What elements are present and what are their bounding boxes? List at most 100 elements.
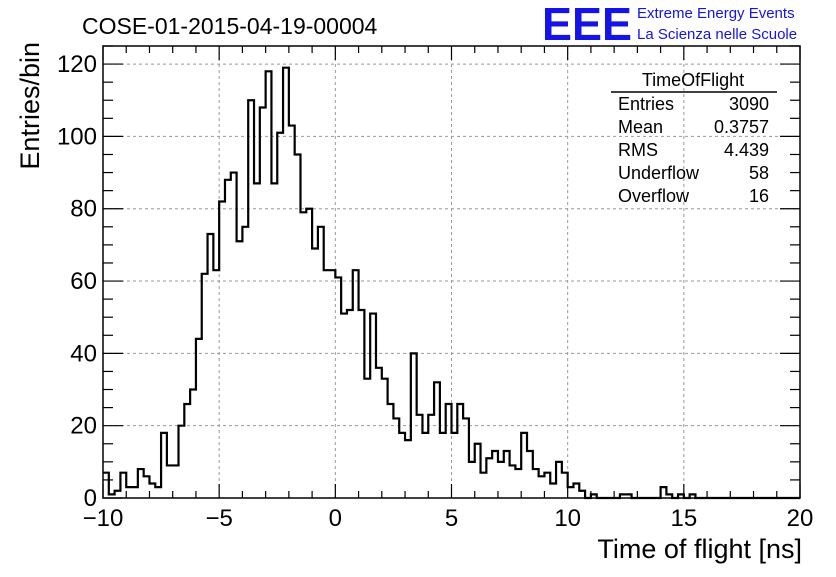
histogram-bin [103,473,109,498]
histogram-bin [364,379,370,498]
histogram-bin [440,433,446,498]
histogram-bin [556,462,562,498]
histogram-bin [237,241,243,498]
stats-box-title: TimeOfFlight [642,70,744,90]
histogram-bin [498,462,504,498]
histogram-bin [289,126,295,498]
histogram-bin [225,180,231,498]
histogram-bin [242,227,248,498]
stats-row-value: 3090 [729,94,769,114]
histogram-bin [295,154,301,498]
histogram-bin [550,484,556,498]
histogram-bin [457,404,463,498]
chart-title: COSE-01-2015-04-19-00004 [82,13,378,39]
eee-logo-line1: Extreme Energy Events [637,5,795,22]
y-tick-label: 0 [84,485,97,512]
histogram-bin [132,487,138,498]
histogram-bin [661,487,667,498]
histogram-bin [521,433,527,498]
histogram-bin [306,209,312,498]
y-tick-label: 80 [70,196,97,223]
x-axis-label: Time of flight [ns] [597,534,802,564]
histogram-bin [300,212,306,498]
histogram-bin [190,390,196,498]
histogram-bin [277,133,283,498]
histogram-bin [173,465,179,498]
stats-row-label: RMS [618,140,658,160]
histogram-bin [376,368,382,498]
histogram-bin [161,433,167,498]
histogram-bin [382,379,388,498]
stats-row-label: Overflow [618,186,690,206]
histogram-bin [405,440,411,498]
histogram-bin [213,270,219,498]
stats-box: TimeOfFlight Entries 3090 Mean 0.3757 RMS 4.4… [611,70,777,206]
x-tick-label: −10 [83,505,124,532]
histogram-bin [393,418,399,498]
histogram-bin [469,462,475,498]
y-tick-label: 100 [57,123,97,150]
histogram-bin [120,473,126,498]
histogram-bin [568,487,574,498]
histogram-bin [155,487,161,498]
histogram-bin [167,465,173,498]
histogram-bin [179,426,185,498]
histogram-bin [446,404,452,498]
histogram-bin [527,451,533,498]
histogram-bin [115,491,121,498]
histogram-bin [260,107,266,498]
histogram-bin [254,183,260,498]
x-tick-label: 15 [670,505,697,532]
histogram-bin [422,433,428,498]
histogram-bin [434,382,440,498]
histogram-bin [481,473,487,498]
histogram-bin [515,469,521,498]
eee-logo-text: EEE [542,0,632,50]
histogram-bin [208,234,214,498]
x-tick-label: −5 [205,505,232,532]
x-tick-label: 10 [554,505,581,532]
histogram-bin [149,484,155,498]
histogram-bin [510,465,516,498]
histogram-bin [353,270,359,498]
histogram-bin [324,270,330,498]
x-tick-label: 0 [329,505,342,532]
tick-labels-layer: −10 −5 0 5 10 15 20 0 20 40 60 80 100 120 [57,51,813,532]
bins-layer [103,68,695,498]
eee-logo: EEE Extreme Energy Events La Scienza nel… [542,0,797,50]
histogram-bin [544,473,550,498]
stats-row-value: 4.439 [724,140,769,160]
histogram-bin [492,451,498,498]
histogram-bin [312,248,318,498]
histogram-bin [579,491,585,498]
histogram-bin [144,476,150,498]
histogram-bin [428,415,434,498]
histogram-bin [330,270,336,498]
histogram-bin [219,201,225,498]
stats-row-value: 58 [749,163,769,183]
x-tick-label: 20 [787,505,814,532]
histogram-bin [417,415,423,498]
y-tick-label: 20 [70,413,97,440]
histogram-bin [486,458,492,498]
histogram-bin [359,310,365,498]
histogram-bin [504,451,510,498]
histogram-bin [452,433,458,498]
histogram-bin [463,418,469,498]
histogram-bin [573,484,579,498]
stats-rows: Entries 3090 Mean 0.3757 RMS 4.439 Underflow 58… [618,94,769,206]
histogram-bin [335,277,341,498]
histogram-bin [347,310,353,498]
stats-row-label: Entries [618,94,674,114]
stats-row-value: 0.3757 [714,117,769,137]
histogram-bin [318,227,324,498]
y-tick-label: 40 [70,340,97,367]
histogram-bin [341,314,347,498]
histogram-bin [539,476,545,498]
y-tick-label: 60 [70,268,97,295]
stats-row-value: 16 [749,186,769,206]
histogram-bin [399,433,405,498]
histogram-bin [388,404,394,498]
